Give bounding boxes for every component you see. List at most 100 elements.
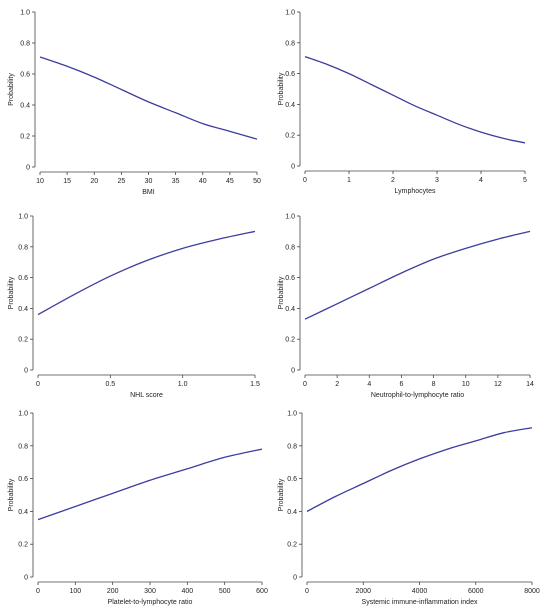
y-tick-label: 0.2: [18, 337, 28, 344]
x-tick-label: 5: [523, 177, 527, 184]
probability-curve: [37, 448, 263, 521]
y-tick-label: 0: [24, 368, 28, 375]
y-axis-label: Probability: [8, 73, 15, 106]
y-tick-label: 0.8: [18, 244, 28, 251]
y-tick-label: 0.4: [287, 509, 297, 516]
y-tick-label: 1.0: [287, 411, 297, 418]
x-tick-label: 8: [432, 381, 436, 388]
probability-curve: [304, 230, 531, 320]
y-tick-label: 1.0: [20, 10, 30, 17]
y-tick-label: 0.2: [287, 542, 297, 549]
y-tick-label: 0.6: [20, 72, 30, 79]
x-tick-label: 6: [399, 381, 403, 388]
x-tick-label: 400: [181, 588, 193, 595]
y-tick-label: 1.0: [18, 411, 28, 418]
y-tick-label: 0.8: [285, 40, 295, 47]
probability-curve: [37, 230, 256, 316]
y-tick-label: 0.4: [20, 103, 30, 110]
x-tick-label: 14: [526, 381, 534, 388]
chart-panel: 0 0.2 0.4 0.6 0.8 1.0 0 0.5 1.0 1.5 NHL score Proba…: [0, 205, 270, 405]
x-tick-label: 0: [36, 381, 40, 388]
y-axis-label: Probability: [8, 276, 15, 309]
y-tick-label: 1.0: [285, 10, 295, 17]
probability-chart: 0 0.2 0.4 0.6 0.8 1.0 0 2 4 6 8 10 12 14 Neutrophil-to…: [278, 214, 534, 400]
chart-panel: 0 0.2 0.4 0.6 0.8 1.0 0 2 4 6 8 10 12 14 Neutrophil-to…: [270, 205, 550, 405]
x-tick-label: 35: [172, 178, 180, 185]
x-axis-label: Neutrophil-to-lymphocyte ratio: [371, 392, 464, 399]
x-tick-label: 0: [303, 381, 307, 388]
x-tick-label: 10: [462, 381, 470, 388]
x-tick-label: 0: [303, 177, 307, 184]
x-tick-label: 600: [256, 588, 268, 595]
x-tick-label: 15: [63, 178, 71, 185]
y-tick-label: 0.2: [285, 337, 295, 344]
probability-curve: [306, 427, 533, 512]
chart-panel: 0 0.2 0.4 0.6 0.8 1.0 0 100 200 300 400 500 600 Plate…: [0, 405, 270, 610]
x-tick-label: 25: [117, 178, 125, 185]
y-tick-label: 0.8: [18, 443, 28, 450]
y-axis-label: Probability: [278, 478, 285, 511]
y-tick-label: 1.0: [285, 214, 295, 221]
y-tick-label: 0.8: [20, 41, 30, 48]
y-axis-label: Probability: [278, 72, 285, 105]
y-tick-label: 0: [24, 575, 28, 582]
y-tick-label: 0.4: [285, 102, 295, 109]
y-tick-label: 0: [291, 164, 295, 171]
x-tick-label: 0: [305, 588, 309, 595]
x-tick-label: 4000: [412, 588, 428, 595]
y-tick-label: 0.8: [287, 443, 297, 450]
probability-curve: [304, 56, 526, 144]
x-axis-label: BMI: [142, 189, 155, 196]
x-tick-label: 30: [145, 178, 153, 185]
x-tick-label: 2: [335, 381, 339, 388]
x-tick-label: 2000: [355, 588, 371, 595]
x-tick-label: 45: [226, 178, 234, 185]
x-tick-label: 12: [494, 381, 502, 388]
probability-chart: 0 0.2 0.4 0.6 0.8 1.0 0 2000 4000 6000 8000 Systemi…: [278, 411, 540, 607]
x-tick-label: 1.5: [250, 381, 260, 388]
chart-panel: 0 0.2 0.4 0.6 0.8 1.0 10 15 20 25 30 35 40 45 50 BMI Pro…: [0, 0, 270, 200]
x-tick-label: 0.5: [105, 381, 115, 388]
x-tick-label: 10: [36, 178, 44, 185]
x-axis-label: NHL score: [130, 392, 163, 399]
y-tick-label: 0: [293, 575, 297, 582]
x-tick-label: 0: [36, 588, 40, 595]
x-axis-label: Systemic immune-inflammation index: [362, 599, 478, 606]
y-tick-label: 0.6: [285, 71, 295, 78]
chart-panel: 0 0.2 0.4 0.6 0.8 1.0 0 1 2 3 4 5 Lymphocytes Probabi…: [270, 0, 550, 200]
y-tick-label: 0: [26, 165, 30, 172]
x-axis-label: Platelet-to-lymphocyte ratio: [108, 599, 193, 606]
y-tick-label: 0.6: [287, 476, 297, 483]
x-tick-label: 1.0: [178, 381, 188, 388]
probability-chart: 0 0.2 0.4 0.6 0.8 1.0 0 0.5 1.0 1.5 NHL score Proba…: [8, 214, 260, 400]
y-tick-label: 0.6: [18, 275, 28, 282]
x-tick-label: 4: [367, 381, 371, 388]
x-tick-label: 200: [107, 588, 119, 595]
x-tick-label: 300: [144, 588, 156, 595]
x-tick-label: 6000: [468, 588, 484, 595]
y-axis-label: Probability: [8, 478, 15, 511]
probability-chart: 0 0.2 0.4 0.6 0.8 1.0 10 15 20 25 30 35 40 45 50 BMI Pro…: [8, 10, 261, 197]
x-tick-label: 1: [347, 177, 351, 184]
y-tick-label: 0.2: [20, 134, 30, 141]
y-tick-label: 0.8: [285, 244, 295, 251]
x-tick-label: 50: [253, 178, 261, 185]
x-tick-label: 2: [391, 177, 395, 184]
x-axis-label: Lymphocytes: [395, 188, 436, 195]
x-tick-label: 500: [219, 588, 231, 595]
x-tick-label: 8000: [524, 588, 540, 595]
y-tick-label: 0.6: [18, 476, 28, 483]
x-tick-label: 4: [479, 177, 483, 184]
y-tick-label: 1.0: [18, 214, 28, 221]
y-tick-label: 0.4: [18, 509, 28, 516]
probability-curve: [39, 56, 258, 140]
x-tick-label: 40: [199, 178, 207, 185]
probability-chart: 0 0.2 0.4 0.6 0.8 1.0 0 1 2 3 4 5 Lymphocytes Probabi…: [278, 10, 527, 196]
x-tick-label: 3: [435, 177, 439, 184]
y-tick-label: 0.6: [285, 275, 295, 282]
y-tick-label: 0: [291, 368, 295, 375]
probability-chart: 0 0.2 0.4 0.6 0.8 1.0 0 100 200 300 400 500 600 Plate…: [8, 411, 268, 607]
x-tick-label: 20: [90, 178, 98, 185]
y-tick-label: 0.4: [18, 306, 28, 313]
y-tick-label: 0.2: [18, 542, 28, 549]
